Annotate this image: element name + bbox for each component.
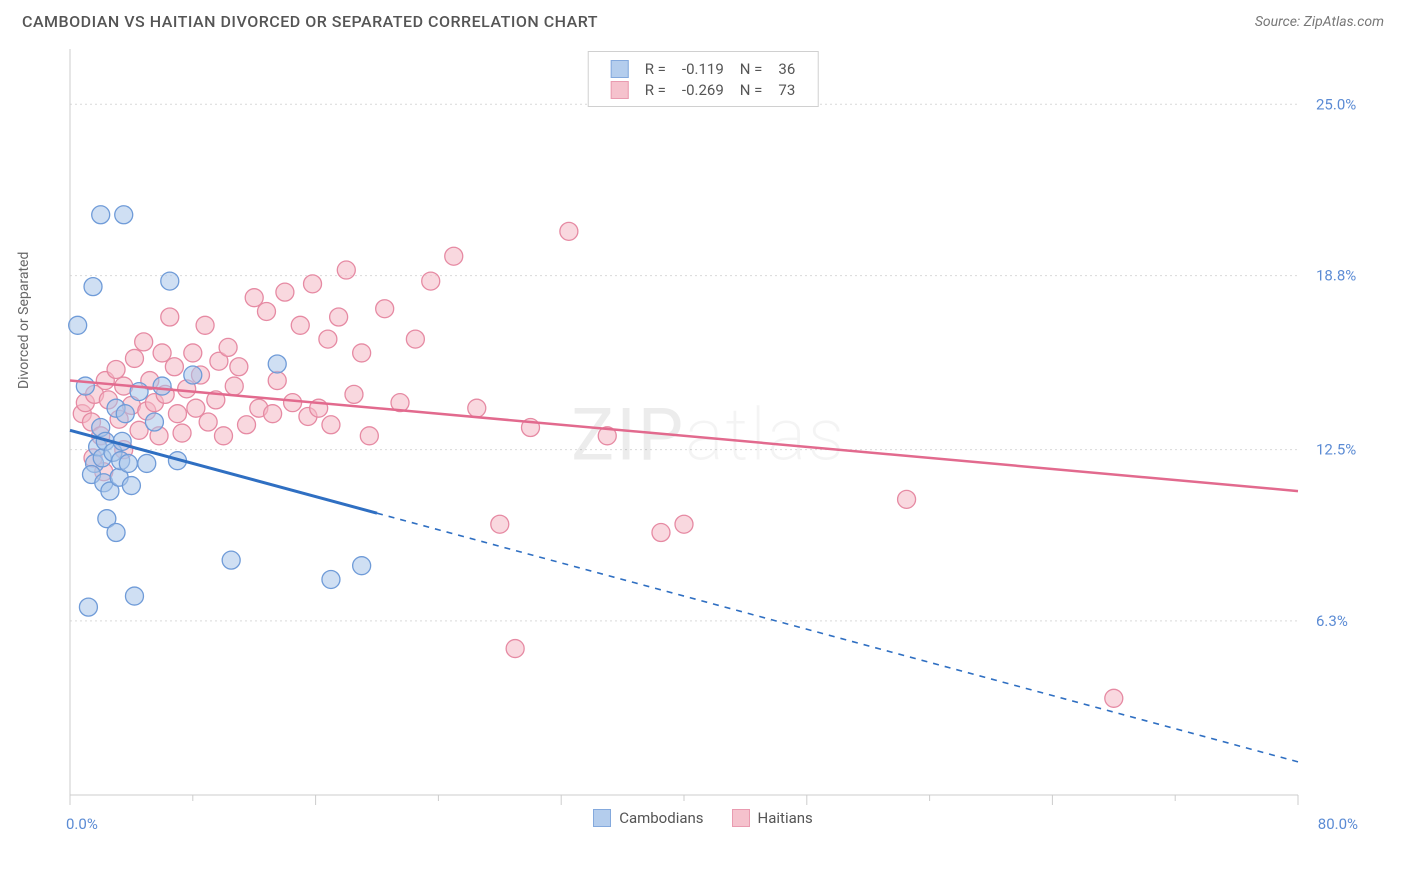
haitians-point: [898, 490, 916, 508]
haitians-point: [319, 330, 337, 348]
haitians-point: [173, 424, 191, 442]
haitians-point: [330, 308, 348, 326]
cambodians-point: [79, 598, 97, 616]
legend-item-cambodians: Cambodians: [593, 809, 703, 827]
cambodians-point: [92, 206, 110, 224]
n-value: 73: [770, 79, 803, 100]
haitians-point: [506, 640, 524, 658]
haitians-point: [675, 515, 693, 533]
haitians-point: [284, 394, 302, 412]
cambodians-point: [353, 557, 371, 575]
haitians-point: [652, 524, 670, 542]
cambodians-point: [153, 377, 171, 395]
cambodians-point: [69, 316, 87, 334]
haitians-point: [196, 316, 214, 334]
series-legend: Cambodians Haitians: [22, 809, 1384, 831]
haitians-point: [353, 344, 371, 362]
haitians-point: [199, 413, 217, 431]
haitians-point: [422, 272, 440, 290]
cambodians-point: [184, 366, 202, 384]
cambodians-point: [76, 377, 94, 395]
legend-swatch: [611, 60, 629, 78]
legend-item-haitians: Haitians: [732, 809, 813, 827]
cambodians-point: [115, 206, 133, 224]
haitians-point: [406, 330, 424, 348]
legend-swatch: [732, 809, 750, 827]
cambodians-point: [145, 413, 163, 431]
haitians-point: [304, 275, 322, 293]
y-tick-label: 12.5%: [1316, 441, 1356, 459]
haitians-point: [337, 261, 355, 279]
haitians-point: [215, 427, 233, 445]
haitians-point: [276, 283, 294, 301]
legend-swatch: [593, 809, 611, 827]
haitians-point: [230, 358, 248, 376]
correlation-legend: R =-0.119N =36R =-0.269N =73: [588, 51, 819, 107]
haitians-point: [161, 308, 179, 326]
haitians-point: [491, 515, 509, 533]
haitians-point: [264, 405, 282, 423]
legend-label: Cambodians: [619, 809, 703, 827]
cambodians-point: [122, 477, 140, 495]
haitians-point: [135, 333, 153, 351]
haitians-point: [238, 416, 256, 434]
legend-label: Haitians: [758, 809, 813, 827]
haitians-point: [360, 427, 378, 445]
r-value: -0.119: [674, 58, 732, 79]
source-attribution: Source: ZipAtlas.com: [1255, 14, 1384, 30]
chart-title: CAMBODIAN VS HAITIAN DIVORCED OR SEPARAT…: [22, 12, 598, 31]
y-tick-label: 25.0%: [1316, 95, 1356, 113]
haitians-point: [107, 361, 125, 379]
haitians-point: [165, 358, 183, 376]
r-value: -0.269: [674, 79, 732, 100]
y-axis-label: Divorced or Separated: [16, 252, 32, 389]
haitians-point: [560, 222, 578, 240]
haitians-point: [257, 302, 275, 320]
haitians-point: [1105, 689, 1123, 707]
haitians-point: [345, 385, 363, 403]
cambodians-point: [84, 278, 102, 296]
haitians-point: [184, 344, 202, 362]
haitians-point: [322, 416, 340, 434]
haitians-point: [268, 372, 286, 390]
cambodians-point: [268, 355, 286, 373]
haitians-point: [291, 316, 309, 334]
cambodians-point: [161, 272, 179, 290]
haitians-point: [125, 349, 143, 367]
cambodians-point: [116, 405, 134, 423]
haitians-point: [445, 247, 463, 265]
haitians-point: [168, 405, 186, 423]
n-value: 36: [770, 58, 803, 79]
scatter-chart-svg: 6.3%12.5%18.8%25.0%ZIPatlas0.0%80.0%: [22, 39, 1384, 849]
y-tick-label: 18.8%: [1316, 267, 1356, 285]
haitians-point: [225, 377, 243, 395]
legend-swatch: [611, 81, 629, 99]
haitians-point: [376, 300, 394, 318]
cambodians-point: [222, 551, 240, 569]
cambodians-point: [107, 524, 125, 542]
cambodians-point: [138, 454, 156, 472]
chart-area: Divorced or Separated 6.3%12.5%18.8%25.0…: [22, 39, 1384, 849]
cambodians-point: [322, 570, 340, 588]
cambodians-point: [119, 454, 137, 472]
haitians-point: [219, 338, 237, 356]
haitians-point: [468, 399, 486, 417]
y-tick-label: 6.3%: [1316, 612, 1348, 630]
cambodians-point: [125, 587, 143, 605]
cambodians-trend-extrapolated: [377, 513, 1298, 762]
